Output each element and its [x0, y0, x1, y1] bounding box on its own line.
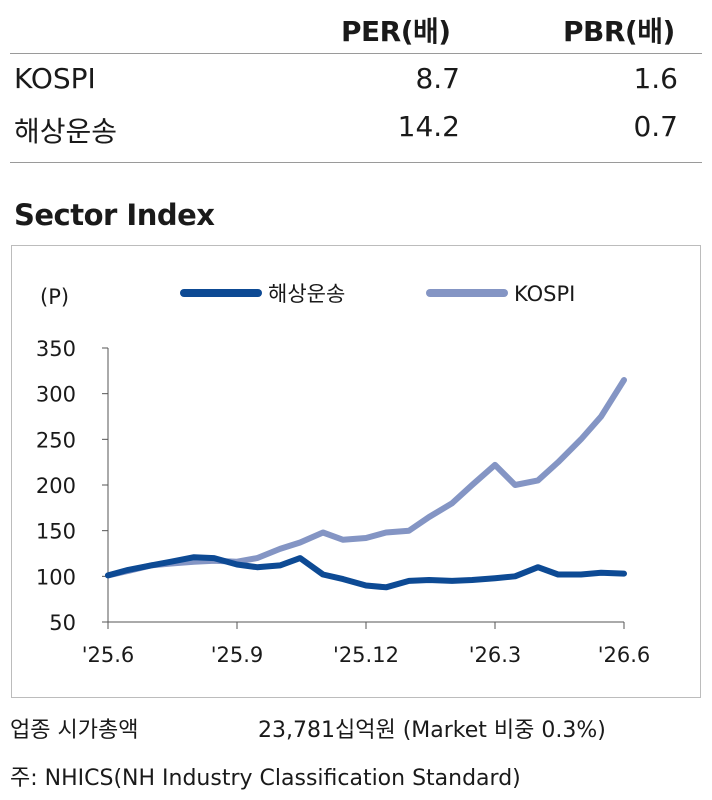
series-point-1 [363, 535, 369, 541]
pbr-header: PBR(배) [563, 15, 675, 48]
series-point-0 [383, 584, 389, 590]
series-point-1 [406, 528, 412, 534]
series-point-1 [492, 462, 498, 468]
series-group [105, 377, 627, 591]
series-point-1 [598, 413, 604, 420]
y-tick-label: 350 [36, 337, 76, 361]
series-point-0 [449, 578, 455, 584]
y-tick-label: 150 [36, 520, 76, 544]
y-tick-label: 300 [36, 383, 76, 407]
series-point-0 [168, 559, 174, 565]
axes: 350 300 250 200 150 100 50'25.6 '25.9 '25.12 '26.… [36, 337, 650, 667]
series-point-1 [535, 477, 541, 484]
classification-note: 주: NHICS(NH Industry Classification Stan… [10, 766, 521, 791]
x-tick-label: '26.3 [469, 643, 522, 667]
series-point-1 [277, 546, 283, 552]
series-point-1 [340, 537, 346, 543]
series-point-0 [105, 572, 111, 579]
x-tick-label: '25.12 [333, 643, 399, 667]
kospi-pbr: 1.6 [633, 62, 678, 95]
x-tick-label: '25.6 [82, 643, 135, 667]
series-point-0 [125, 567, 131, 573]
series-point-0 [363, 582, 369, 589]
shipping-per: 14.2 [397, 110, 460, 143]
legend: 해상운송 KOSPI [180, 282, 575, 306]
series-point-1 [254, 555, 260, 561]
series-point-1 [512, 482, 518, 488]
series-point-1 [449, 500, 455, 506]
series-point-0 [148, 562, 154, 568]
series-point-0 [512, 573, 518, 579]
series-point-0 [320, 571, 326, 578]
series-point-0 [492, 575, 498, 581]
series-point-1 [426, 514, 432, 520]
legend-label-0: 해상운송 [268, 282, 345, 306]
row-label-kospi: KOSPI [14, 62, 96, 95]
series-point-0 [426, 577, 432, 583]
series-point-0 [234, 561, 240, 568]
series-point-1 [621, 377, 627, 383]
series-point-0 [406, 578, 412, 584]
y-tick-label: 50 [49, 611, 76, 635]
table-top-rule [10, 53, 702, 54]
series-point-0 [621, 570, 627, 577]
series-point-0 [340, 576, 346, 582]
series-point-0 [211, 555, 217, 561]
y-tick-label: 250 [36, 428, 76, 452]
kospi-per: 8.7 [415, 62, 460, 95]
chart-frame: (P) 해상운송 KOSPI 350 300 250 200 150 100 50'25.6 '… [11, 245, 701, 698]
series-point-1 [555, 459, 561, 465]
series-point-0 [191, 554, 197, 560]
series-point-0 [535, 564, 541, 570]
y-tick-label: 100 [36, 565, 76, 589]
series-point-0 [598, 570, 604, 576]
series-point-1 [578, 436, 584, 442]
y-tick-label: 200 [36, 474, 76, 498]
section-title: Sector Index [14, 198, 215, 232]
legend-label-1: KOSPI [514, 282, 575, 306]
market-cap-value: 23,781십억원 (Market 비중 0.3%) [258, 718, 606, 743]
x-tick-label: '25.9 [211, 643, 264, 667]
series-point-0 [469, 577, 475, 583]
table-bottom-rule [10, 162, 702, 163]
row-label-shipping: 해상운송 [14, 115, 118, 148]
series-point-0 [297, 555, 303, 561]
series-point-1 [320, 529, 326, 536]
series-point-0 [555, 571, 561, 578]
series-point-0 [578, 571, 584, 578]
series-point-1 [469, 482, 475, 488]
shipping-pbr: 0.7 [633, 110, 678, 143]
sector-index-chart: (P) 해상운송 KOSPI 350 300 250 200 150 100 50'25.6 '… [36, 282, 650, 667]
y-unit-label: (P) [40, 285, 69, 309]
series-point-0 [254, 564, 260, 570]
x-tick-label: '26.6 [598, 643, 651, 667]
series-point-0 [277, 562, 283, 568]
series-point-1 [297, 539, 303, 546]
series-line-1 [105, 377, 627, 579]
market-cap-label: 업종 시가총액 [10, 718, 139, 743]
per-header: PER(배) [341, 15, 451, 48]
series-point-1 [383, 529, 389, 536]
series-line-0 [105, 554, 627, 591]
